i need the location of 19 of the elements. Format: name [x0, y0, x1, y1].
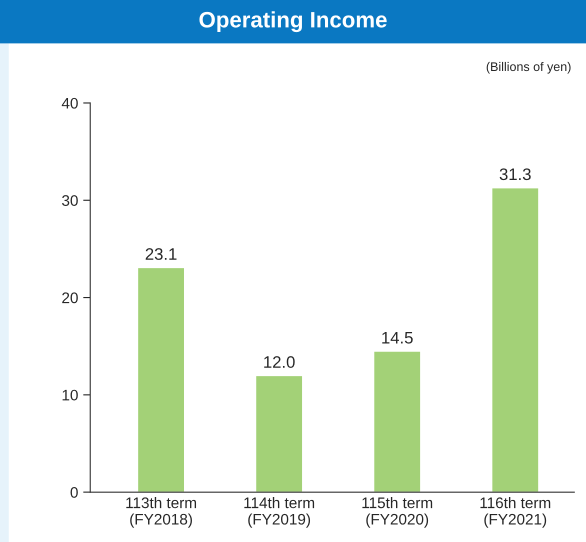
y-tick-label: 10	[62, 390, 78, 401]
text: (Billions of yen)	[486, 62, 571, 74]
y-tick-label: 20	[62, 292, 78, 304]
x-tick-label: 114th term (FY2019)	[244, 496, 314, 528]
bar	[372, 350, 422, 492]
bar	[254, 374, 304, 492]
bar	[490, 186, 540, 492]
data-label: 14.5	[382, 332, 413, 344]
chart-title: Operating Income	[199, 11, 387, 32]
data-label: 23.1	[146, 248, 176, 260]
y-tick-label: 0	[70, 487, 78, 498]
x-tick-label: 115th term (FY2020)	[362, 496, 432, 528]
y-tick-label: 30	[62, 195, 78, 206]
data-label: 12.0	[264, 356, 295, 368]
bar	[136, 266, 186, 492]
y-tick-label: 40	[62, 98, 78, 109]
x-tick-label: 113th term (FY2018)	[126, 496, 196, 528]
x-tick-label: 116th term (FY2021)	[480, 496, 550, 528]
data-label: 31.3	[500, 168, 531, 180]
